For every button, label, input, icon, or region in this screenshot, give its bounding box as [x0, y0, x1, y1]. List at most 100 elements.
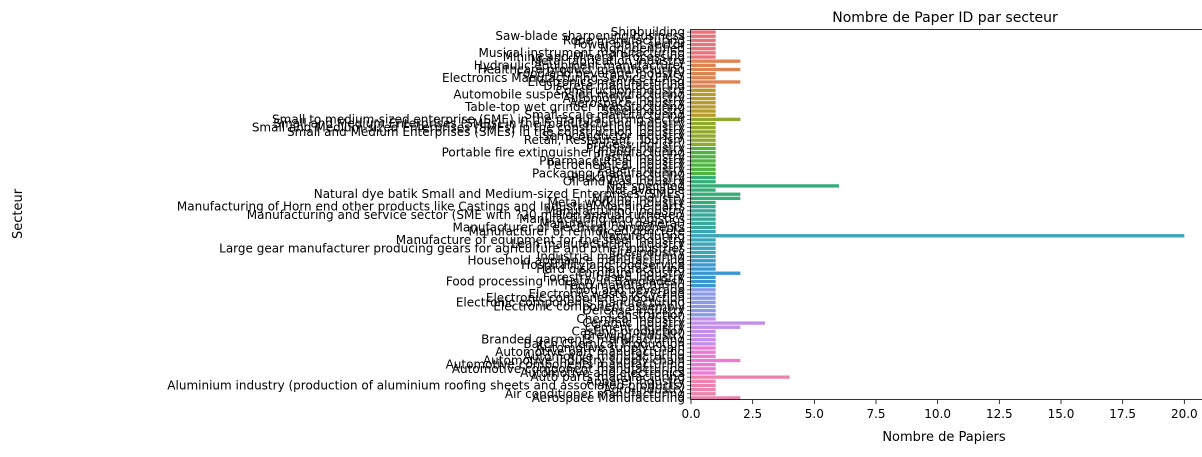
- bar: [691, 80, 740, 83]
- bar: [691, 392, 716, 395]
- bar: [691, 296, 716, 299]
- bar: [691, 309, 716, 312]
- bar: [691, 351, 716, 354]
- bar: [691, 72, 716, 75]
- bar: [691, 313, 716, 316]
- bar: [691, 326, 740, 329]
- bar: [691, 163, 716, 166]
- bar: [691, 292, 716, 295]
- bar: [691, 97, 716, 100]
- bar: [691, 30, 716, 33]
- bar: [691, 317, 716, 320]
- x-tick-label: 15.0: [1048, 407, 1075, 421]
- bar: [691, 197, 740, 200]
- bar: [691, 143, 716, 146]
- bar: [691, 76, 716, 79]
- bar: [691, 330, 716, 333]
- bar: [691, 346, 716, 349]
- x-axis-label: Nombre de Papiers: [882, 430, 1006, 445]
- bar: [691, 184, 839, 187]
- bar: [691, 272, 740, 275]
- bar: [691, 384, 716, 387]
- bar: [691, 43, 716, 46]
- y-axis-label: Secteur: [11, 188, 26, 239]
- bar: [691, 89, 716, 92]
- bar: [691, 305, 716, 308]
- bar: [691, 39, 716, 42]
- bar: [691, 367, 716, 370]
- bar: [691, 147, 716, 150]
- bar: [691, 396, 740, 399]
- bar: [691, 342, 716, 345]
- bar: [691, 263, 716, 266]
- bar: [691, 255, 716, 258]
- bar: [691, 134, 716, 137]
- x-tick-label: 17.5: [1109, 407, 1136, 421]
- bar: [691, 172, 716, 175]
- x-tick-label: 12.5: [986, 407, 1013, 421]
- y-tick-label: Aerospace Manufacturing: [532, 391, 685, 405]
- bar: [691, 338, 716, 341]
- bar: [691, 60, 740, 63]
- bar: [691, 301, 716, 304]
- bar: [691, 139, 716, 142]
- bar: [691, 126, 716, 129]
- bar: [691, 375, 790, 378]
- bar: [691, 118, 740, 121]
- bar: [691, 213, 716, 216]
- bar: [691, 55, 716, 58]
- bar: [691, 188, 716, 191]
- bar: [691, 388, 716, 391]
- bar: [691, 68, 740, 71]
- bar: [691, 130, 716, 133]
- bar: [691, 193, 740, 196]
- bar: [691, 114, 716, 117]
- bar: [691, 238, 716, 241]
- bars-group: [691, 30, 1184, 399]
- bar: [691, 288, 716, 291]
- x-tick-label: 20.0: [1171, 407, 1198, 421]
- bar: [691, 84, 716, 87]
- x-tick-label: 2.5: [743, 407, 762, 421]
- bar: [691, 222, 716, 225]
- bar: [691, 242, 716, 245]
- bar: [691, 155, 716, 158]
- bar: [691, 226, 716, 229]
- bar: [691, 380, 716, 383]
- x-axis: 0.0 2.5 5.0 7.5 10.0 12.5 15.0 17.5 20.0: [681, 400, 1197, 421]
- bar: [691, 176, 716, 179]
- bar: [691, 64, 716, 67]
- bar: [691, 334, 716, 337]
- plot-frame: [691, 30, 1202, 400]
- bar: [691, 151, 716, 154]
- bar: [691, 276, 716, 279]
- x-tick-label: 0.0: [681, 407, 700, 421]
- bar: [691, 209, 716, 212]
- bar: [691, 359, 740, 362]
- bar: [691, 371, 716, 374]
- bar: [691, 230, 716, 233]
- bar: [691, 35, 716, 38]
- bar: [691, 205, 716, 208]
- bar: [691, 122, 716, 125]
- bar: [691, 259, 716, 262]
- bar: [691, 180, 716, 183]
- x-tick-label: 10.0: [924, 407, 951, 421]
- bar: [691, 51, 716, 54]
- bar: [691, 284, 716, 287]
- bar: [691, 159, 716, 162]
- bar: [691, 101, 716, 104]
- bar: [691, 109, 716, 112]
- bar: [691, 280, 716, 283]
- chart-title: Nombre de Paper ID par secteur: [832, 10, 1058, 26]
- bar: [691, 217, 716, 220]
- x-tick-label: 7.5: [866, 407, 885, 421]
- x-tick-label: 5.0: [805, 407, 824, 421]
- bar: [691, 251, 716, 254]
- bar: [691, 363, 716, 366]
- bar: [691, 93, 716, 96]
- bar: [691, 47, 716, 50]
